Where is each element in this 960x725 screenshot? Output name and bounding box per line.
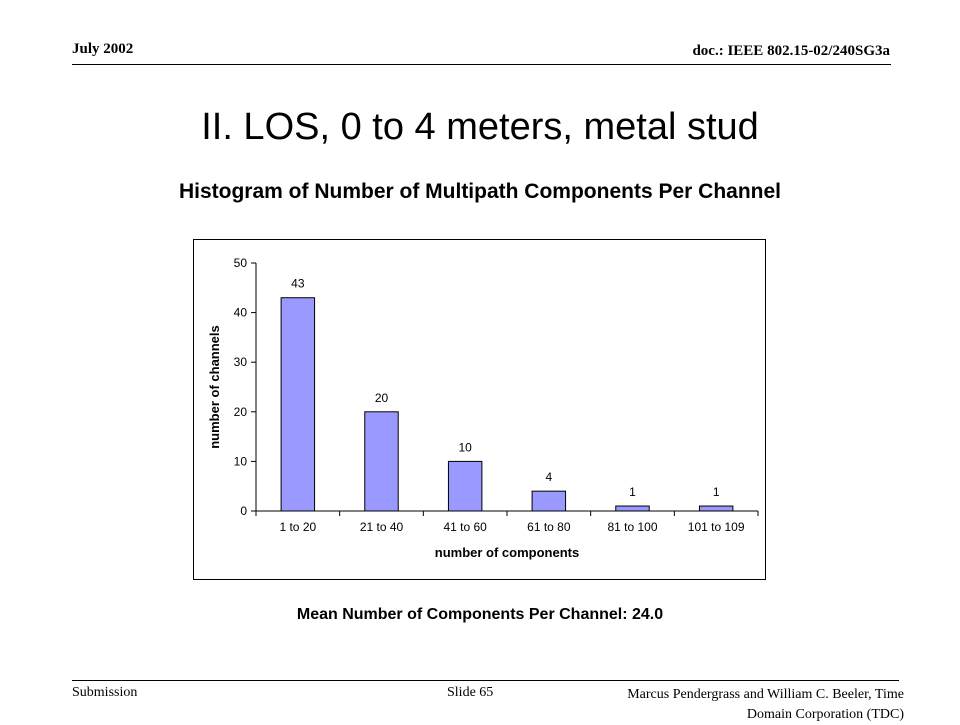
bar bbox=[531, 490, 567, 512]
y-tick-label: 50 bbox=[234, 256, 248, 270]
x-tick-label: 1 to 20 bbox=[279, 520, 316, 534]
y-axis-title: number of channels bbox=[207, 325, 222, 449]
bar-value-label: 43 bbox=[291, 277, 305, 291]
histogram-chart: 0 10 20 30 40 50 43 1 to 20 20 21 to 40 10 41 to 60… bbox=[207, 256, 759, 560]
y-tick-label: 30 bbox=[234, 355, 248, 369]
footer-authors: Marcus Pendergrass and William C. Beeler… bbox=[584, 685, 904, 725]
y-tick-label: 40 bbox=[234, 306, 248, 320]
bar-value-label: 4 bbox=[545, 470, 552, 484]
header-date: July 2002 bbox=[72, 41, 134, 57]
y-tick-label: 0 bbox=[240, 504, 247, 518]
x-tick-label: 41 to 60 bbox=[443, 520, 487, 534]
bar bbox=[447, 460, 483, 512]
bar bbox=[364, 411, 399, 512]
bar-value-label: 20 bbox=[375, 391, 389, 405]
header-rule bbox=[72, 64, 891, 65]
footer-authors-line2: Domain Corporation (TDC) bbox=[746, 707, 904, 722]
x-tick-label: 81 to 100 bbox=[607, 520, 657, 534]
bar bbox=[698, 505, 734, 512]
y-tick-label: 20 bbox=[234, 405, 248, 419]
header-doc-id: doc.: IEEE 802.15-02/240SG3a bbox=[692, 43, 890, 59]
chart-frame: 0 10 20 30 40 50 43 1 to 20 20 21 to 40 10 41 to 60… bbox=[193, 239, 766, 580]
x-tick-label: 21 to 40 bbox=[360, 520, 404, 534]
footer-slide-number: Slide 65 bbox=[447, 685, 494, 700]
bar bbox=[615, 505, 650, 512]
x-tick-label: 101 to 109 bbox=[688, 520, 745, 534]
bar bbox=[280, 297, 316, 512]
chart-title: Histogram of Number of Multipath Compone… bbox=[178, 180, 782, 203]
bar-value-label: 1 bbox=[629, 485, 636, 499]
footer-rule bbox=[72, 680, 899, 681]
slide-title: II. LOS, 0 to 4 meters, metal stud bbox=[201, 106, 759, 148]
footer-submission: Submission bbox=[72, 685, 138, 700]
bar-value-label: 1 bbox=[713, 485, 720, 499]
bar-value-label: 10 bbox=[458, 440, 472, 454]
footer-authors-line1: Marcus Pendergrass and William C. Beeler… bbox=[627, 687, 904, 702]
mean-summary: Mean Number of Components Per Channel: 2… bbox=[296, 606, 664, 623]
x-axis-title: number of components bbox=[435, 545, 579, 560]
y-tick-label: 10 bbox=[234, 454, 248, 468]
x-tick-label: 61 to 80 bbox=[527, 520, 571, 534]
